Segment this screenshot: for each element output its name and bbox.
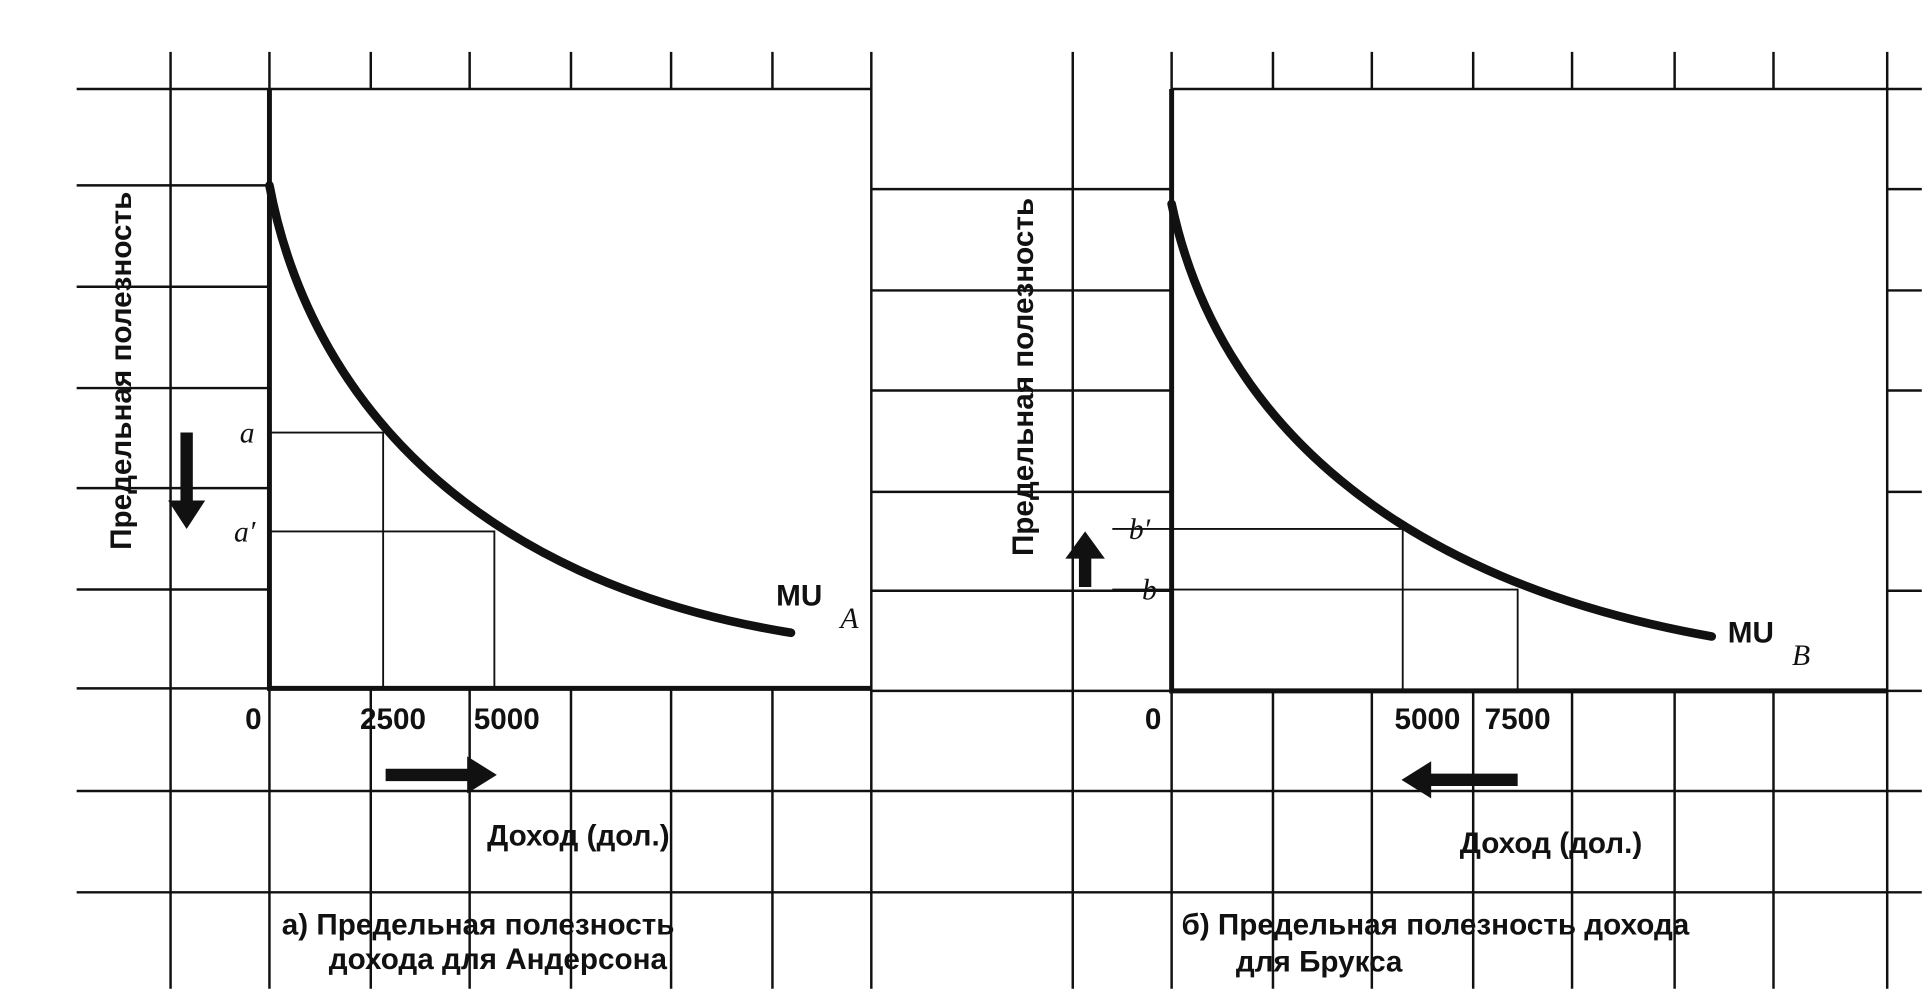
- curve-label: MU: [776, 580, 822, 613]
- caption: а) Предельная полезность: [282, 908, 675, 941]
- caption: б) Предельная полезность дохода: [1182, 908, 1690, 941]
- panel-a: Предельная полезность 0 2500 5000 a a′ M…: [105, 88, 872, 976]
- curve: [265, 181, 796, 638]
- y-tick-label: b′: [1129, 514, 1151, 546]
- x-axis-label: Доход (дол.): [1460, 827, 1642, 860]
- curve-label-sub: A: [838, 603, 859, 635]
- panel-b: Предельная полезность 0 5000 7500 b′ b M…: [1007, 88, 1888, 978]
- axes: [266, 88, 872, 691]
- x-tick-label: 5000: [1394, 703, 1460, 736]
- caption: дохода для Андерсона: [329, 943, 668, 976]
- arrow-left: [1401, 761, 1518, 799]
- curve: [1167, 199, 1717, 641]
- x-tick-label: 0: [245, 703, 262, 736]
- x-tick-label: 7500: [1485, 703, 1551, 736]
- caption: для Брукса: [1236, 945, 1403, 978]
- grid: [76, 51, 1922, 989]
- curve-label: MU: [1728, 617, 1774, 650]
- x-tick-label: 2500: [360, 703, 426, 736]
- grid-lines: [76, 51, 1922, 989]
- curve-label-sub: B: [1792, 640, 1810, 672]
- guide-lines: [269, 431, 496, 689]
- y-axis-label: Предельная полезность: [105, 192, 138, 550]
- arrow-down: [168, 432, 206, 529]
- arrow-up: [1065, 531, 1105, 588]
- x-tick-label: 0: [1145, 703, 1162, 736]
- arrow-right: [385, 756, 497, 794]
- x-tick-label: 5000: [474, 703, 540, 736]
- y-tick-label: a′: [234, 516, 256, 548]
- axes: [1169, 88, 1888, 694]
- x-axis-label: Доход (дол.): [487, 819, 669, 852]
- y-tick-label: b: [1142, 574, 1157, 606]
- y-axis-label: Предельная полезность: [1007, 198, 1040, 556]
- y-tick-label: a: [240, 417, 255, 449]
